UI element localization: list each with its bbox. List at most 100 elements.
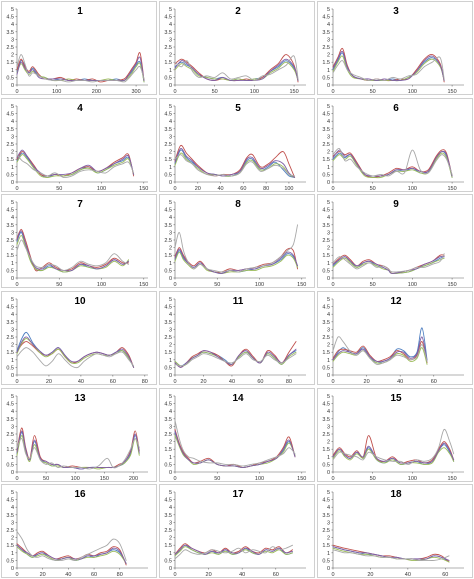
x-tick-label: 60: [110, 379, 116, 385]
series-line-green: [16, 234, 130, 273]
x-tick-label: 60: [273, 572, 279, 578]
x-tick-label: 60: [240, 186, 246, 192]
y-tick-label: 0.5: [164, 462, 172, 468]
x-tick-label: 20: [46, 379, 52, 385]
series-line-gray: [16, 438, 140, 470]
chart-panel-16: 16 0 0.5 1 1.5 2 2.5 3 3.5 4 4.5 5 0 20 40 60 80: [1, 484, 157, 578]
y-tick-label: 0.5: [322, 462, 330, 468]
x-tick-label: 20: [200, 379, 206, 385]
chart-title: 2: [235, 6, 241, 17]
y-tick-label: 4.5: [322, 112, 330, 118]
series-line-purple: [332, 336, 428, 363]
x-tick-label: 50: [214, 476, 220, 482]
y-tick-label: 2.5: [6, 335, 14, 341]
y-tick-label: 4.5: [6, 208, 14, 214]
y-tick-label: 2: [169, 150, 172, 156]
x-tick-label: 40: [397, 379, 403, 385]
y-tick-label: 0: [169, 83, 172, 89]
x-tick-label: 0: [15, 572, 18, 578]
x-tick-label: 50: [56, 186, 62, 192]
y-tick-label: 2: [11, 150, 14, 156]
series-line-red: [16, 52, 145, 83]
series-line-purple: [174, 348, 297, 368]
series-line-purple: [16, 56, 145, 82]
y-tick-label: 3.5: [164, 417, 172, 423]
x-tick-label: 100: [255, 476, 264, 482]
y-tick-label: 4: [169, 22, 172, 28]
chart-svg-5: 5 0 0.51 1.52 2.5 33.5 44.5 5 0 20 40 60 80 100: [164, 103, 306, 192]
series-line-green: [332, 347, 428, 365]
x-tick-label: 100: [408, 89, 417, 95]
y-tick-label: 3: [327, 230, 330, 236]
y-tick-label: 5: [327, 200, 330, 206]
chart-title: 3: [393, 6, 399, 17]
y-tick-label: 2: [11, 246, 14, 252]
x-tick-label: 0: [15, 186, 18, 192]
chart-panel-9: 9 0 0.5 1 1.5 2 2.5 3 3.5 4 4.5 5 0 50 100 150: [317, 194, 473, 288]
series-line-gray: [174, 544, 294, 560]
y-tick-label: 2.5: [322, 335, 330, 341]
chart-title: 18: [390, 489, 402, 500]
y-tick-label: 3: [11, 424, 14, 430]
y-tick-label: 4: [169, 312, 172, 318]
series-line-purple: [16, 544, 127, 564]
series-line-green: [332, 447, 455, 465]
x-tick-label: 0: [15, 379, 18, 385]
chart-panel-5: 5 0 0.5 1 1.5 2 2.5 3 3.5 4 4.5 5 0 20 40 60 80 100: [159, 98, 315, 192]
chart-title: 6: [393, 103, 399, 114]
chart-panel-14: 14 0 0.5 1 1.5 2 2.5 3 3.5 4 4.5 5 0 50 100 150: [159, 388, 315, 482]
y-tick-label: 5: [169, 104, 172, 110]
y-tick-label: 5: [11, 7, 14, 13]
x-tick-label: 80: [142, 379, 148, 385]
y-tick-label: 3: [169, 520, 172, 526]
chart-panel-18: 18 0 0.5 1 1.5 2 2.5 3 3.5 4 4.5 5 0 20 40 60: [317, 484, 473, 578]
y-tick-label: 2: [169, 536, 172, 542]
y-tick-label: 0: [327, 470, 330, 476]
y-tick-label: 2: [169, 440, 172, 446]
series-line-red: [174, 144, 296, 178]
y-tick-label: 1.5: [6, 253, 14, 259]
y-tick-label: 0: [327, 566, 330, 572]
series-line-blue: [16, 544, 127, 564]
y-tick-label: 2.5: [6, 432, 14, 438]
y-tick-label: 4: [327, 215, 330, 221]
y-tick-label: 0.5: [322, 172, 330, 178]
x-tick-label: 150: [447, 476, 456, 482]
y-tick-label: 0: [169, 373, 172, 379]
y-tick-label: 0: [11, 276, 14, 282]
series-line-green: [332, 152, 453, 179]
y-tick-label: 1.5: [164, 350, 172, 356]
x-tick-label: 0: [331, 186, 334, 192]
y-tick-label: 1: [169, 551, 172, 557]
y-tick-label: 1.5: [322, 253, 330, 259]
y-tick-label: 0.5: [164, 365, 172, 371]
y-tick-label: 4: [169, 409, 172, 415]
chart-panel-10: 10 0 0.5 1 1.5 2 2.5 3 3.5 4 4.5 5 0 20 40 60 80: [1, 291, 157, 385]
y-tick-label: 2.5: [164, 335, 172, 341]
series-line-red: [16, 427, 140, 469]
x-tick-label: 150: [289, 89, 298, 95]
y-tick-label: 1: [327, 68, 330, 74]
series-line-gray: [332, 336, 428, 365]
y-tick-label: 1.5: [322, 60, 330, 66]
y-tick-label: 2.5: [322, 528, 330, 534]
y-tick-label: 3: [169, 230, 172, 236]
y-tick-label: 3.5: [6, 320, 14, 326]
series-line-blue: [332, 52, 445, 81]
y-tick-label: 2.5: [6, 528, 14, 534]
y-tick-label: 4.5: [322, 305, 330, 311]
y-tick-label: 0: [169, 276, 172, 282]
series-line-gray: [16, 239, 130, 271]
x-tick-label: 150: [100, 476, 109, 482]
y-tick-label: 4.5: [6, 305, 14, 311]
x-tick-label: 60: [257, 379, 263, 385]
x-tick-label: 50: [370, 476, 376, 482]
y-tick-label: 5: [169, 394, 172, 400]
y-tick-label: 2.5: [322, 142, 330, 148]
y-tick-label: 4: [11, 22, 14, 28]
y-tick-label: 0.5: [322, 365, 330, 371]
y-tick-label: 2.5: [322, 238, 330, 244]
y-tick-label: 4.5: [322, 402, 330, 408]
